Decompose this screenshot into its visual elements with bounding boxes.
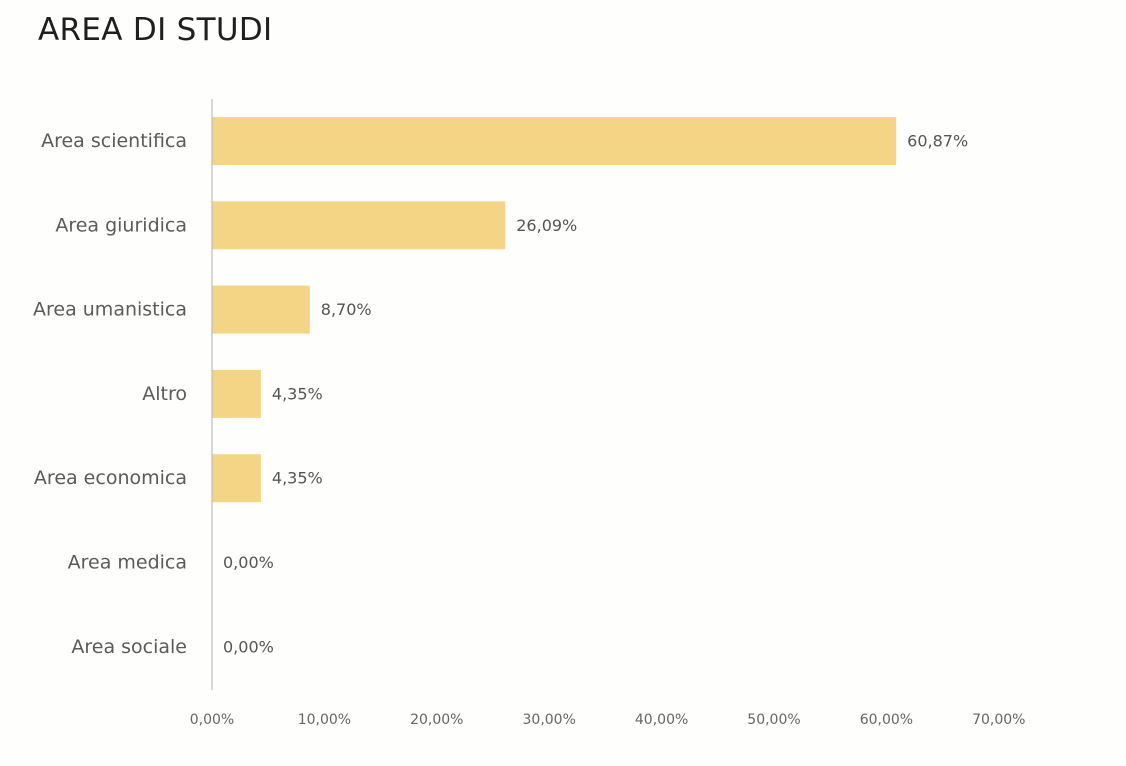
x-tick-label: 30,00% [523,712,576,728]
category-label: Area economica [34,467,187,489]
bar [212,369,261,418]
data-label: 4,35% [272,384,323,403]
data-label: 26,09% [516,216,577,235]
x-tick-label: 20,00% [410,712,463,728]
value-labels-group: 60,87% 26,09% 8,70% 4,35% 4,35% 0,00% 0,00% [223,132,968,657]
category-label: Area sociale [71,636,187,658]
data-label: 60,87% [907,132,968,151]
data-label: 0,00% [223,553,274,572]
x-tick-label: 50,00% [747,712,800,728]
category-label: Area umanistica [33,299,187,321]
bar [212,117,897,165]
bars-group [212,117,897,503]
x-tick-label: 40,00% [635,712,688,728]
data-label: 0,00% [223,637,274,656]
bar [212,201,506,250]
chart-title: AREA DI STUDI [38,12,273,48]
category-label: Altro [142,383,187,405]
x-tick-label: 10,00% [298,712,351,728]
category-label: Area giuridica [55,214,187,236]
x-tick-label: 70,00% [972,712,1025,728]
bar [212,285,310,334]
category-labels-group: Area scientifica Area giuridica Area umani… [33,130,187,658]
bar [212,454,261,503]
x-tick-label: 0,00% [190,712,234,728]
category-label: Area medica [68,552,187,574]
data-label: 8,70% [321,300,372,319]
x-tick-label: 60,00% [860,712,913,728]
data-label: 4,35% [272,469,323,488]
x-tick-labels-group: 0,00% 10,00% 20,00% 30,00% 40,00% 50,00% 60,00… [190,712,1026,728]
category-label: Area scientifica [41,130,187,152]
